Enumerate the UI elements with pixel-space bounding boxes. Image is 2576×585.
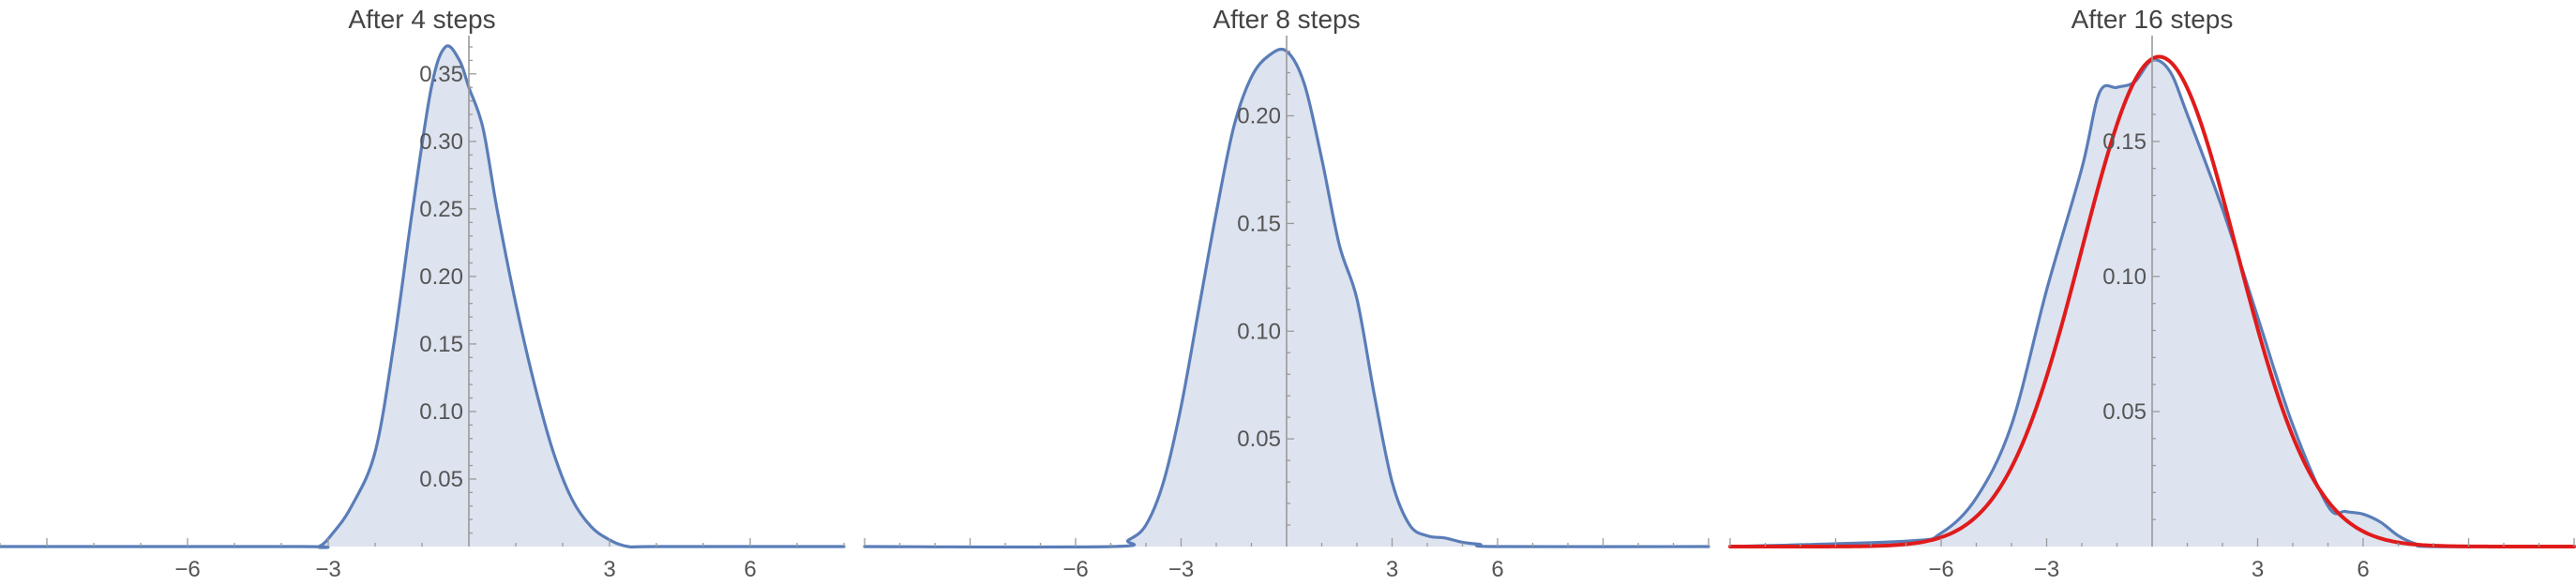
x-tick-label: 3	[2252, 557, 2264, 582]
chart-title: After 4 steps	[348, 5, 495, 34]
x-tick-label: −6	[174, 557, 200, 582]
y-tick-label: 0.15	[419, 332, 463, 357]
x-tick-label: 3	[1386, 557, 1398, 582]
y-tick-label: 0.05	[1237, 427, 1281, 452]
density-curve	[1728, 58, 2576, 548]
x-tick-label: −6	[1928, 557, 1953, 582]
y-tick-label: 0.05	[419, 467, 463, 492]
y-tick-label: 0.10	[419, 399, 463, 425]
y-tick-label: 0.30	[419, 129, 463, 155]
x-tick-label: −3	[1168, 557, 1194, 582]
chart-title: After 16 steps	[2071, 5, 2234, 34]
chart-title: After 8 steps	[1213, 5, 1360, 34]
x-tick-label: −6	[1062, 557, 1088, 582]
y-tick-label: 0.35	[419, 62, 463, 87]
x-tick-label: 6	[744, 557, 756, 582]
y-tick-label: 0.25	[419, 197, 463, 222]
y-tick-label: 0.10	[2102, 264, 2147, 290]
density-curve	[0, 44, 846, 549]
x-tick-label: −3	[315, 557, 340, 582]
panel-after-8-steps: After 8 steps 0.05 0.10 0.15 0.20 −6 −3 3 6	[863, 5, 1710, 582]
y-tick-label: 0.15	[1237, 211, 1281, 236]
x-tick-label: −3	[2034, 557, 2059, 582]
y-tick-label: 0.20	[419, 264, 463, 290]
x-tick-label: 6	[2357, 557, 2369, 582]
y-tick-label: 0.10	[1237, 319, 1281, 344]
y-tick-label: 0.15	[2102, 129, 2147, 155]
y-tick-label: 0.05	[2102, 399, 2147, 425]
panel-after-16-steps: After 16 steps 0.05 0.10 0.15 −6 −3 3 6	[1728, 5, 2576, 582]
x-tick-label: 3	[603, 557, 615, 582]
density-curve	[863, 47, 1710, 549]
y-tick-label: 0.20	[1237, 104, 1281, 129]
x-tick-label: 6	[1491, 557, 1503, 582]
series-fill-area	[0, 45, 844, 548]
panel-after-4-steps: After 4 steps 0.05 0.10 0.15 0.20 0.25 0.30 0.3…	[0, 5, 846, 582]
